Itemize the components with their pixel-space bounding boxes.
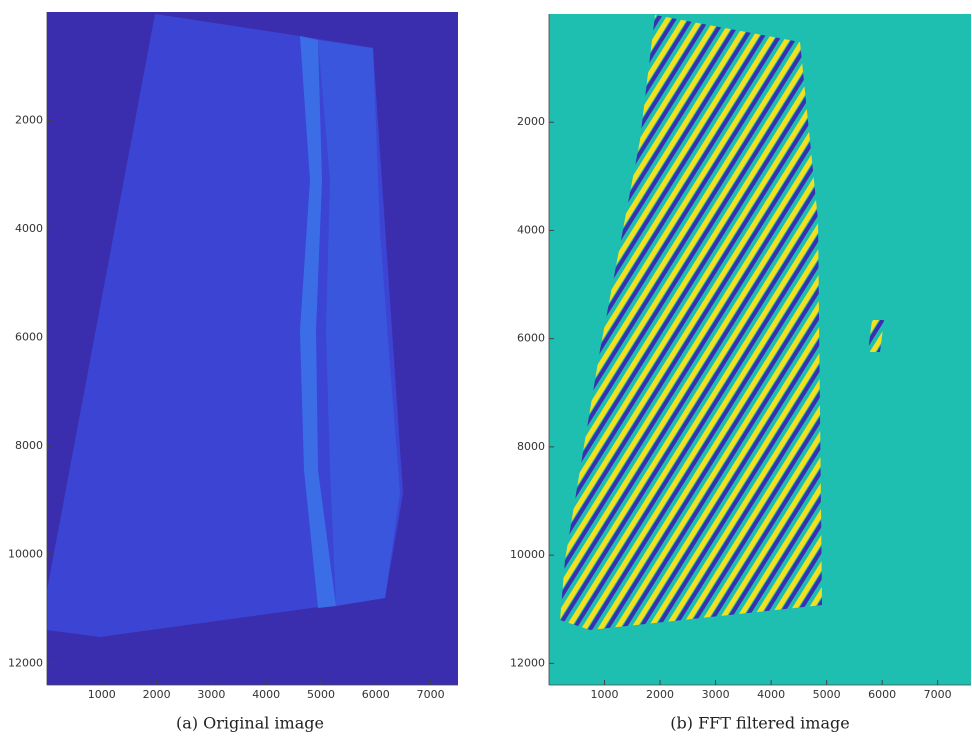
- x-tick-label: 1000: [591, 688, 619, 701]
- y-tick-label: 10000: [510, 548, 545, 561]
- x-tick-label: 4000: [757, 688, 785, 701]
- x-tick-label: 4000: [252, 688, 280, 701]
- caption: (b) FFT filtered image: [670, 714, 849, 733]
- x-tick-label: 7000: [924, 688, 952, 701]
- x-tick-label: 5000: [307, 688, 335, 701]
- y-tick-label: 2000: [15, 114, 43, 127]
- x-tick-label: 1000: [88, 688, 116, 701]
- x-tick-label: 2000: [143, 688, 171, 701]
- y-tick-label: 12000: [510, 656, 545, 669]
- y-tick-label: 6000: [15, 331, 43, 344]
- y-tick-label: 4000: [517, 223, 545, 236]
- image-a: [47, 12, 458, 685]
- y-tick-label: 8000: [517, 440, 545, 453]
- x-tick-label: 2000: [646, 688, 674, 701]
- x-tick-label: 6000: [362, 688, 390, 701]
- y-tick-label: 10000: [8, 548, 43, 561]
- x-tick-label: 7000: [417, 688, 445, 701]
- y-tick-label: 2000: [517, 115, 545, 128]
- y-tick-label: 4000: [15, 222, 43, 235]
- x-tick-label: 6000: [868, 688, 896, 701]
- y-tick-label: 6000: [517, 332, 545, 345]
- x-tick-label: 5000: [813, 688, 841, 701]
- x-tick-label: 3000: [702, 688, 730, 701]
- caption: (a) Original image: [176, 714, 324, 733]
- y-tick-label: 8000: [15, 439, 43, 452]
- image-b: [549, 14, 971, 685]
- y-tick-label: 12000: [8, 656, 43, 669]
- x-tick-label: 3000: [197, 688, 225, 701]
